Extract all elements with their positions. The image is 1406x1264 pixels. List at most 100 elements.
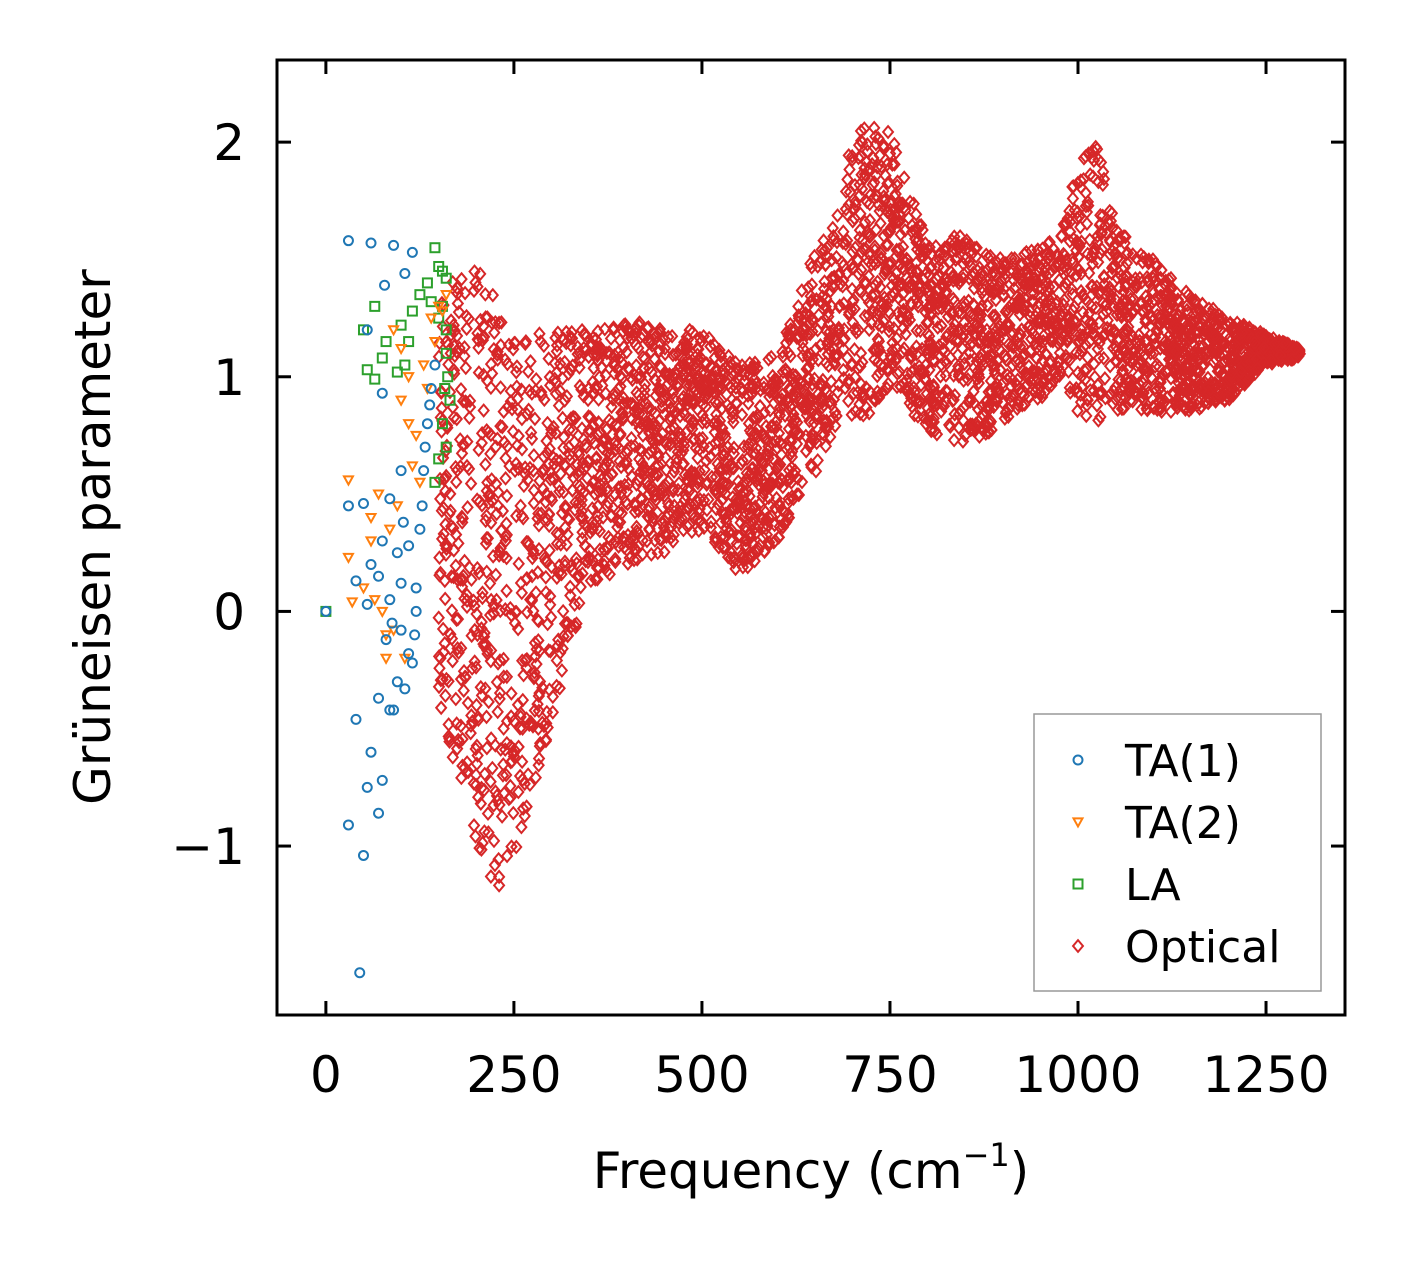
optical-point [637, 360, 650, 376]
optical-point [711, 496, 725, 512]
optical-point [1071, 403, 1084, 419]
optical-point [873, 203, 886, 219]
optical-point [1218, 391, 1231, 407]
optical-point [544, 471, 557, 487]
optical-point [826, 410, 840, 426]
ta-2-point [402, 372, 415, 384]
optical-point [698, 462, 711, 478]
optical-point [794, 376, 808, 392]
optical-point [512, 556, 525, 572]
optical-point [804, 436, 818, 452]
optical-point [853, 406, 867, 422]
optical-point [742, 436, 755, 452]
optical-point [854, 123, 868, 139]
optical-point [604, 331, 618, 346]
optical-point [1072, 262, 1086, 278]
optical-point [915, 341, 929, 357]
optical-point [484, 653, 498, 669]
optical-point [1257, 340, 1271, 356]
optical-point [1195, 382, 1208, 398]
optical-point [974, 351, 988, 366]
optical-point [931, 268, 945, 284]
optical-point [1127, 291, 1141, 307]
optical-point [564, 362, 578, 377]
optical-point [975, 328, 988, 344]
optical-point [961, 240, 974, 256]
optical-point [1026, 251, 1040, 267]
optical-point [605, 399, 618, 415]
optical-point [541, 720, 554, 735]
optical-point [1214, 377, 1227, 392]
optical-point [708, 338, 722, 353]
optical-point [481, 642, 494, 658]
optical-point [866, 150, 880, 166]
optical-point [586, 522, 599, 538]
ta-1-point [391, 676, 403, 688]
x-tick-label: 0 [310, 1046, 342, 1104]
ta-1-point [410, 605, 422, 617]
optical-point [816, 289, 829, 304]
optical-point [714, 482, 727, 498]
la-point [395, 319, 407, 331]
optical-point [668, 459, 682, 475]
la-point [440, 347, 452, 359]
optical-point [617, 339, 631, 355]
optical-point [486, 287, 500, 303]
la-point [439, 383, 451, 395]
optical-point [1091, 228, 1104, 244]
optical-point [1119, 246, 1133, 262]
optical-point [552, 632, 565, 648]
ta-2-point [376, 606, 389, 618]
optical-point [1183, 317, 1196, 333]
optical-point [526, 550, 539, 566]
optical-point [616, 411, 630, 427]
ta-1-point [384, 594, 396, 606]
optical-point [505, 607, 518, 623]
optical-point [715, 401, 729, 416]
optical-point [614, 484, 628, 500]
optical-point [1092, 350, 1106, 366]
optical-point [476, 585, 489, 601]
optical-point [1248, 335, 1261, 351]
optical-point [1007, 339, 1020, 355]
optical-point [815, 426, 829, 441]
optical-point [1185, 370, 1198, 386]
optical-point [839, 201, 853, 217]
optical-point [458, 339, 471, 355]
optical-point [678, 357, 691, 373]
optical-point [485, 494, 499, 509]
optical-point [1111, 232, 1125, 248]
optical-point [456, 572, 470, 588]
optical-point [614, 349, 627, 365]
optical-point [938, 248, 951, 264]
optical-point [527, 483, 541, 498]
optical-point [990, 376, 1004, 392]
optical-point [951, 323, 965, 338]
optical-point [461, 695, 475, 711]
optical-point [947, 413, 961, 429]
optical-point [590, 342, 604, 358]
optical-point [623, 362, 636, 378]
y-tick-label: 2 [213, 114, 245, 172]
optical-point [499, 533, 513, 549]
optical-point [536, 680, 549, 696]
ta-1-point [410, 582, 422, 594]
optical-point [445, 569, 458, 584]
optical-point [638, 382, 651, 398]
ta-1-point [424, 399, 436, 411]
optical-point [936, 280, 950, 296]
optical-point [605, 466, 619, 482]
ta-1-point [425, 383, 437, 395]
optical-point [852, 137, 866, 153]
optical-point [874, 357, 887, 373]
optical-point [1083, 232, 1096, 248]
optical-point [475, 614, 488, 630]
optical-point [815, 242, 829, 258]
optical-point [839, 184, 853, 199]
optical-point [608, 358, 621, 374]
ta-2-point [372, 489, 385, 501]
optical-point [648, 351, 661, 367]
optical-point [1040, 303, 1054, 319]
ta-1-point [376, 535, 388, 547]
optical-point [828, 341, 841, 357]
